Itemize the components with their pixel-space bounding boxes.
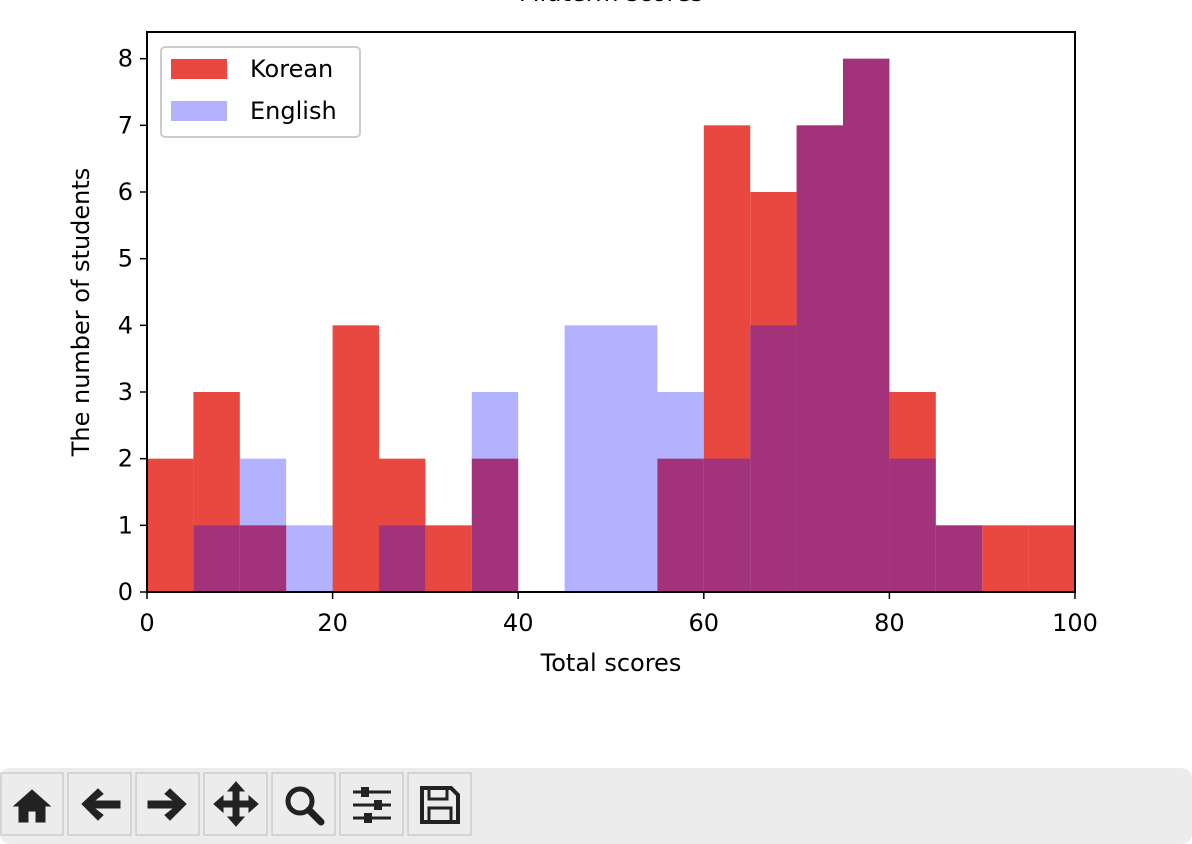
x-tick-label: 60 [689, 609, 720, 637]
legend-label: English [250, 97, 337, 125]
legend-swatch [171, 59, 227, 79]
y-tick-label: 3 [118, 378, 133, 406]
histogram-bar [611, 325, 658, 592]
histogram-bar [657, 392, 704, 592]
x-tick-label: 80 [874, 609, 905, 637]
legend-swatch [171, 101, 227, 121]
y-tick-label: 0 [118, 578, 133, 606]
histogram-bar [471, 392, 519, 592]
configure-button[interactable] [339, 772, 404, 836]
axes-frame [146, 31, 1076, 593]
y-tick-label: 4 [118, 311, 133, 339]
histogram-bar [286, 525, 333, 592]
histogram-bar [935, 525, 983, 592]
forward-button[interactable] [135, 772, 200, 836]
histogram-bar [843, 58, 890, 592]
x-tick-label: 100 [1052, 609, 1098, 637]
toolbar [0, 768, 1192, 844]
histogram-bar [750, 192, 797, 592]
histogram-bar [193, 525, 240, 592]
y-tick-label: 1 [118, 511, 133, 539]
back-button[interactable] [67, 772, 132, 836]
histogram-bar [935, 525, 983, 592]
histogram-bar [657, 458, 704, 592]
histogram-bar [147, 458, 194, 592]
histogram-bar [564, 325, 611, 592]
histogram-bar [379, 525, 426, 592]
y-axis-label: The number of students [67, 168, 95, 458]
y-tick-label: 2 [118, 445, 133, 473]
histogram-bar [843, 58, 890, 592]
histogram-bar [750, 325, 797, 592]
histogram-bar [796, 125, 843, 592]
home-button[interactable] [0, 772, 64, 836]
x-tick-label: 0 [139, 609, 154, 637]
y-tick-label: 7 [118, 111, 133, 139]
histogram-bar [703, 125, 751, 592]
histogram-bar [471, 458, 519, 592]
histogram-bar [982, 525, 1029, 592]
y-tick-label: 5 [118, 245, 133, 273]
histogram-bar [193, 392, 240, 592]
plot-area: 0 20 40 60 80 100 0 1 2 3 4 5 6 7 8 Korean English [118, 31, 1098, 637]
chart-title: Midterm scores [519, 0, 703, 7]
histogram-bar [379, 458, 426, 592]
histogram-bar [889, 458, 936, 592]
histogram-bar [239, 525, 287, 592]
x-tick-label: 40 [503, 609, 534, 637]
x-tick-label: 20 [317, 609, 348, 637]
x-axis-label: Total scores [540, 649, 682, 677]
y-tick-label: 6 [118, 178, 133, 206]
histogram-bar [239, 458, 287, 592]
histogram-bar [332, 325, 379, 592]
histogram-bar [889, 392, 936, 592]
zoom-button[interactable] [271, 772, 336, 836]
histogram-bar [796, 125, 843, 592]
pan-button[interactable] [203, 772, 268, 836]
save-button[interactable] [407, 772, 472, 836]
histogram-bar [1028, 525, 1075, 592]
histogram-bar [425, 525, 472, 592]
legend-label: Korean [250, 55, 333, 83]
histogram-bar [703, 458, 751, 592]
y-tick-label: 8 [118, 45, 133, 73]
